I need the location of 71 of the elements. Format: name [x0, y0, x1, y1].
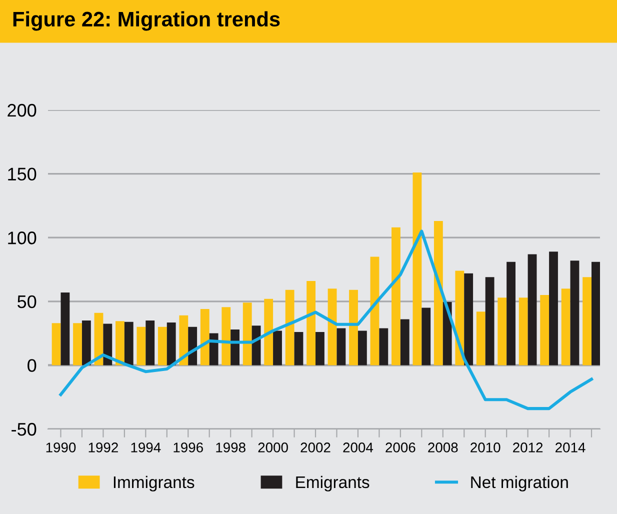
x-tick-label: 1996	[174, 442, 203, 452]
x-tick-label: 1992	[88, 442, 118, 452]
bar	[316, 332, 324, 366]
bar	[592, 262, 600, 366]
bar	[518, 298, 528, 366]
bar	[455, 270, 464, 366]
bar	[158, 326, 167, 366]
bar	[582, 277, 592, 366]
bar	[336, 328, 346, 366]
bar	[485, 277, 494, 366]
bar	[570, 260, 580, 366]
bar	[328, 288, 337, 366]
bar	[540, 295, 550, 366]
x-tick-label: 2014	[556, 442, 586, 452]
x-tick-label: 1994	[131, 442, 161, 452]
bar	[222, 307, 231, 366]
y-tick-label: 100	[8, 232, 36, 244]
bar	[188, 326, 198, 366]
y-tick-label: -50	[12, 422, 36, 436]
x-tick-label: 2002	[300, 442, 330, 452]
bar	[506, 262, 516, 366]
bar	[306, 280, 316, 366]
bar	[528, 254, 537, 366]
bar	[434, 221, 443, 366]
bar	[294, 332, 304, 366]
bar	[476, 312, 486, 366]
bar	[498, 298, 507, 366]
bar	[103, 324, 112, 366]
bar	[60, 292, 70, 366]
bar	[73, 323, 82, 366]
bar	[370, 256, 380, 366]
bar	[82, 320, 91, 366]
chart-title: Figure 22: Migration trends	[13, 11, 280, 31]
x-tick-label: 2000	[258, 442, 288, 452]
x-tick-label: 2008	[428, 442, 458, 452]
legend-label: Net migration	[471, 476, 568, 492]
x-tick-label: 2006	[386, 442, 416, 452]
y-tick-label: 0	[28, 359, 36, 372]
bar	[561, 288, 570, 366]
bar	[285, 290, 294, 366]
y-tick-label: 150	[8, 168, 36, 181]
x-tick-label: 2010	[470, 442, 500, 452]
bar	[146, 320, 155, 366]
bar	[52, 323, 61, 366]
bar	[200, 309, 210, 366]
bar	[392, 227, 400, 366]
bar	[400, 319, 410, 366]
bar	[549, 252, 558, 366]
legend-label: Immigrants	[114, 476, 194, 492]
bar	[242, 302, 252, 366]
bar	[179, 315, 188, 366]
bar	[412, 172, 422, 366]
y-tick-label: 50	[18, 295, 36, 308]
x-tick-label: 1998	[216, 442, 246, 452]
bar	[464, 273, 474, 366]
x-tick-label: 1990	[46, 442, 76, 452]
bar	[116, 321, 124, 366]
x-tick-label: 2004	[343, 442, 374, 452]
bar	[358, 330, 367, 366]
bar	[264, 298, 274, 366]
bar	[166, 322, 176, 366]
bar	[124, 322, 134, 366]
y-tick-label: 200	[8, 104, 36, 117]
bar	[273, 330, 282, 366]
bar	[379, 328, 388, 366]
x-tick-label: 2012	[513, 442, 543, 452]
bar	[422, 308, 431, 366]
legend-label: Emigrants	[296, 476, 370, 492]
bar	[136, 326, 146, 366]
line-series	[59, 230, 594, 410]
bar	[349, 290, 358, 366]
